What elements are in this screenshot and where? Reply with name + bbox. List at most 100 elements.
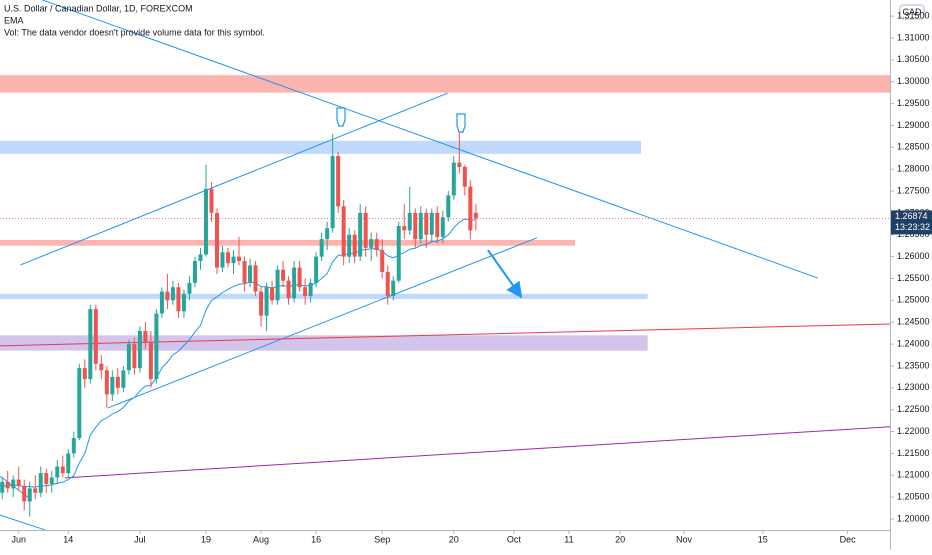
- candle-body: [132, 344, 137, 369]
- x-tick-label: 20: [615, 534, 625, 544]
- y-tick-label: 1.28000: [897, 164, 930, 174]
- candle-body: [358, 212, 363, 257]
- currency: CAD: [902, 7, 922, 17]
- x-tick-label: Oct: [507, 534, 522, 544]
- candle-body: [176, 287, 181, 312]
- candle-body: [5, 481, 10, 489]
- candle-body: [192, 260, 197, 283]
- trend-line: [64, 426, 891, 479]
- candle-body: [385, 271, 390, 296]
- y-tick-label: 1.25000: [897, 295, 930, 305]
- candle-body: [374, 239, 379, 251]
- candle-body: [391, 280, 396, 296]
- candle-body: [363, 212, 368, 248]
- candle-body: [22, 486, 27, 502]
- currency-box[interactable]: [899, 4, 925, 20]
- zone: [0, 293, 648, 300]
- candle-body: [347, 234, 352, 257]
- last-price-box: [891, 210, 932, 235]
- pointer-icon: [456, 113, 466, 133]
- candle-body: [259, 291, 264, 316]
- y-tick-label: 1.31500: [897, 11, 930, 21]
- y-tick-label: 1.23000: [897, 382, 930, 392]
- candle-body: [440, 217, 445, 237]
- candle-body: [325, 228, 330, 240]
- candle-body: [402, 226, 407, 231]
- candle-body: [154, 313, 159, 380]
- candle-body: [468, 186, 473, 231]
- trend-line: [20, 92, 448, 266]
- candle-body: [203, 188, 208, 255]
- y-tick-label: 1.30000: [897, 76, 930, 86]
- y-tick-label: 1.26000: [897, 251, 930, 261]
- candle-body: [319, 239, 324, 257]
- candle-body: [429, 212, 434, 235]
- candle-body: [369, 239, 374, 248]
- candle-body: [336, 156, 341, 207]
- indicator-label: EMA: [4, 15, 24, 25]
- candle-body: [88, 309, 93, 380]
- candle-body: [462, 166, 467, 187]
- y-tick-label: 1.28500: [897, 142, 930, 152]
- y-tick-label: 1.22500: [897, 404, 930, 414]
- arrow: [487, 249, 523, 299]
- volume-note: Vol: The data vendor doesn't provide vol…: [4, 27, 265, 37]
- candle-body: [242, 260, 247, 283]
- y-tick-label: 1.31000: [897, 32, 930, 42]
- candle-body: [214, 212, 219, 268]
- y-tick-label: 1.24500: [897, 317, 930, 327]
- y-tick-label: 1.29000: [897, 120, 930, 130]
- candle-body: [297, 267, 302, 288]
- x-tick-label: 16: [311, 534, 321, 544]
- candle-body: [104, 370, 109, 395]
- candle-body: [341, 206, 346, 257]
- candle-body: [303, 287, 308, 296]
- candle-body: [209, 188, 214, 213]
- candle-body: [435, 212, 440, 237]
- x-tick-label: 11: [564, 534, 573, 544]
- candle-body: [286, 280, 291, 299]
- candle-body: [126, 344, 131, 371]
- countdown: 13:23:32: [895, 222, 930, 232]
- last-price: 1.26874: [895, 211, 928, 221]
- candle-body: [253, 265, 258, 292]
- candle-body: [330, 156, 335, 229]
- candle-body: [314, 256, 319, 283]
- plot-area: [0, 0, 891, 531]
- x-tick-label: Jul: [134, 534, 146, 544]
- candle-body: [457, 162, 462, 167]
- zone: [0, 75, 890, 93]
- y-tick-label: 1.25500: [897, 273, 930, 283]
- candle-body: [148, 341, 153, 380]
- trend-line: [0, 323, 891, 347]
- x-tick-label: Sep: [374, 534, 390, 544]
- y-tick-label: 1.22000: [897, 426, 930, 436]
- candle-body: [60, 466, 65, 474]
- candle-body: [407, 212, 412, 231]
- candle-body: [38, 473, 43, 493]
- candle-body: [49, 477, 54, 485]
- candle-body: [33, 488, 38, 493]
- candle-body: [248, 265, 253, 283]
- candle-body: [82, 368, 87, 380]
- candle-body: [220, 252, 225, 268]
- x-tick-label: Dec: [840, 534, 857, 544]
- candle-body: [0, 481, 5, 493]
- candle-body: [226, 252, 231, 264]
- candle-body: [170, 287, 175, 301]
- x-tick-label: Jun: [11, 534, 26, 544]
- candle-body: [352, 234, 357, 257]
- candle-body: [473, 212, 478, 219]
- x-tick-label: 19: [201, 534, 211, 544]
- candle-body: [143, 330, 148, 342]
- y-tick-label: 1.23500: [897, 360, 930, 370]
- candle-body: [237, 256, 242, 261]
- candle-body: [44, 473, 49, 485]
- candle-body: [55, 466, 60, 478]
- candle-body: [93, 309, 98, 364]
- candle-body: [121, 370, 126, 388]
- trend-line: [0, 514, 46, 531]
- candle-body: [451, 162, 456, 196]
- candle-body: [187, 282, 192, 294]
- y-tick-label: 1.29500: [897, 98, 930, 108]
